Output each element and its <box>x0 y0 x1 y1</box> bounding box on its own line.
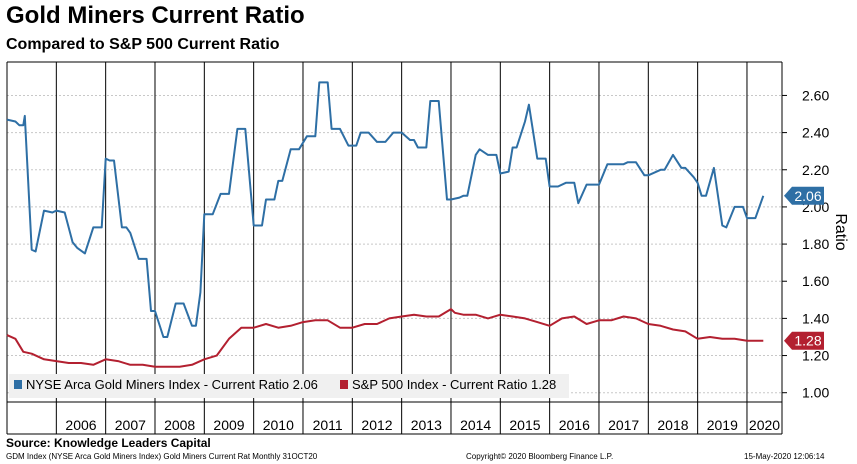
legend-swatch-sp500 <box>340 380 348 389</box>
y-tick-label: 1.80 <box>802 236 829 252</box>
legend-swatch-gold-miners <box>14 380 22 389</box>
x-tick-label: 2008 <box>164 417 195 433</box>
y-tick-label: 2.60 <box>802 87 829 103</box>
last-value-badge-sp500: 1.28 <box>784 331 824 350</box>
source-note: Source: Knowledge Leaders Capital <box>6 436 211 450</box>
x-tick-label: 2009 <box>213 417 244 433</box>
legend-label: NYSE Arca Gold Miners Index - Current Ra… <box>26 377 318 392</box>
series-line-sp500 <box>6 308 764 368</box>
legend: NYSE Arca Gold Miners Index - Current Ra… <box>9 374 569 398</box>
x-tick-label: 2020 <box>749 417 780 433</box>
series-line-gold-miners <box>6 81 765 338</box>
x-tick-label: 2017 <box>608 417 639 433</box>
footer-copyright: Copyright© 2020 Bloomberg Finance L.P. <box>466 452 614 461</box>
badge-shape <box>784 331 824 350</box>
y-axis-label: Ratio <box>832 213 849 250</box>
y-tick-label: 1.60 <box>802 273 829 289</box>
x-tick-label: 2014 <box>460 417 491 433</box>
x-tick-label: 2019 <box>707 417 738 433</box>
chart-title: Gold Miners Current Ratio <box>6 2 305 29</box>
x-tick-label: 2010 <box>263 417 294 433</box>
x-tick-label: 2012 <box>361 417 392 433</box>
y-tick-label: 2.20 <box>802 162 829 178</box>
badge-shape <box>784 186 824 205</box>
chart-subtitle: Compared to S&P 500 Current Ratio <box>6 36 280 53</box>
last-value-badge-gold-miners: 2.06 <box>784 186 824 205</box>
legend-box <box>9 374 569 398</box>
footer-timestamp: 15-May-2020 12:06:14 <box>744 452 825 461</box>
y-tick-label: 1.40 <box>802 310 829 326</box>
x-tick-label: 2016 <box>559 417 590 433</box>
x-tick-label: 2018 <box>657 417 688 433</box>
legend-label: S&P 500 Index - Current Ratio 1.28 <box>352 377 556 392</box>
x-tick-label: 2011 <box>313 417 343 433</box>
y-tick-label: 2.40 <box>802 125 829 141</box>
x-tick-label: 2007 <box>115 417 146 433</box>
x-tick-label: 2013 <box>411 417 442 433</box>
x-tick-label: 2015 <box>509 417 540 433</box>
badge-label: 2.06 <box>794 188 821 204</box>
x-tick-label: 2006 <box>65 417 96 433</box>
footer-index-info: GDM Index (NYSE Arca Gold Miners Index) … <box>6 452 318 461</box>
y-tick-label: 1.00 <box>802 385 829 401</box>
badge-label: 1.28 <box>794 333 821 349</box>
y-tick-label: 1.20 <box>802 348 829 364</box>
